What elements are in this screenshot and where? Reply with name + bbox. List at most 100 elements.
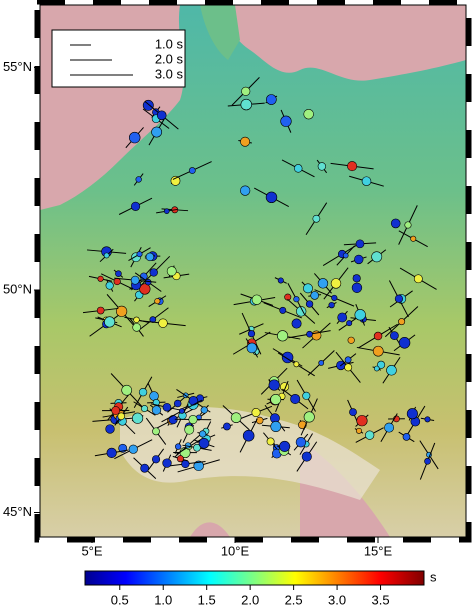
station (157, 111, 166, 120)
station (395, 295, 403, 303)
colorbar-tick-label: 0.5 (111, 592, 129, 607)
station (407, 408, 417, 418)
station (356, 240, 364, 248)
station (302, 452, 311, 461)
station (189, 167, 195, 173)
station (303, 284, 312, 293)
station (129, 445, 138, 454)
station (414, 275, 422, 283)
station (318, 163, 326, 171)
station (115, 271, 121, 277)
station (332, 295, 338, 301)
colorbar-tick-label: 1.0 (154, 592, 172, 607)
station (354, 255, 363, 264)
legend-label: 1.0 s (155, 36, 184, 51)
station (349, 409, 356, 416)
station (278, 278, 283, 283)
station (357, 415, 368, 426)
station (271, 394, 281, 404)
station (104, 317, 114, 327)
lon-label: 15°E (364, 543, 393, 558)
colorbar-tick-label: 2.0 (241, 592, 259, 607)
colorbar-tick-label: 2.5 (285, 592, 303, 607)
station (303, 392, 310, 399)
station (152, 455, 160, 463)
station (355, 309, 366, 320)
station (248, 330, 255, 337)
station (329, 302, 335, 308)
station (240, 137, 249, 146)
station (313, 215, 320, 222)
station (403, 433, 410, 440)
station (174, 400, 181, 407)
station (425, 417, 430, 422)
station (353, 275, 361, 283)
station (362, 177, 371, 186)
station (129, 132, 140, 143)
lat-label: 55°N (3, 59, 32, 74)
station (294, 164, 302, 172)
station (116, 306, 127, 317)
station (247, 343, 257, 353)
station (112, 406, 120, 414)
station (294, 362, 299, 367)
station (175, 444, 181, 450)
station (122, 385, 132, 395)
station (294, 296, 300, 302)
colorbar-unit: s (430, 569, 437, 584)
station (352, 283, 362, 293)
station (143, 100, 153, 110)
station (241, 99, 252, 110)
station (252, 408, 260, 416)
station (398, 318, 404, 324)
station (141, 464, 149, 472)
station (345, 357, 351, 363)
station (296, 437, 306, 447)
colorbar-tick-label: 1.5 (198, 592, 216, 607)
station (104, 253, 109, 258)
station (399, 337, 410, 348)
station (159, 319, 168, 328)
station (345, 364, 352, 371)
station (164, 209, 169, 214)
station (373, 346, 383, 356)
station (372, 252, 382, 262)
station (139, 388, 147, 396)
station (391, 219, 400, 228)
station (131, 276, 139, 284)
station (152, 127, 162, 137)
station (179, 408, 184, 413)
lon-label: 10°E (221, 543, 250, 558)
station (131, 202, 140, 211)
station (252, 295, 262, 305)
station (306, 331, 312, 337)
station (280, 307, 286, 313)
colorbar-tick-label: 3.5 (371, 592, 389, 607)
station (266, 95, 276, 105)
station (306, 301, 313, 308)
station (155, 298, 160, 303)
station (146, 253, 154, 261)
station (189, 415, 197, 423)
station (384, 423, 393, 432)
station (338, 313, 347, 322)
station (241, 87, 250, 96)
lon-label: 5°E (81, 543, 102, 558)
station (106, 282, 114, 290)
station (118, 413, 125, 420)
station (240, 186, 250, 196)
lat-label: 50°N (3, 281, 32, 296)
station (98, 276, 104, 282)
station (167, 267, 176, 276)
station (356, 428, 361, 433)
station (243, 430, 254, 441)
station (405, 222, 411, 228)
station (256, 417, 263, 424)
station (311, 291, 319, 299)
lat-label: 45°N (3, 504, 32, 519)
station (425, 458, 431, 464)
station (390, 332, 398, 340)
station (132, 413, 143, 424)
station (298, 421, 306, 429)
